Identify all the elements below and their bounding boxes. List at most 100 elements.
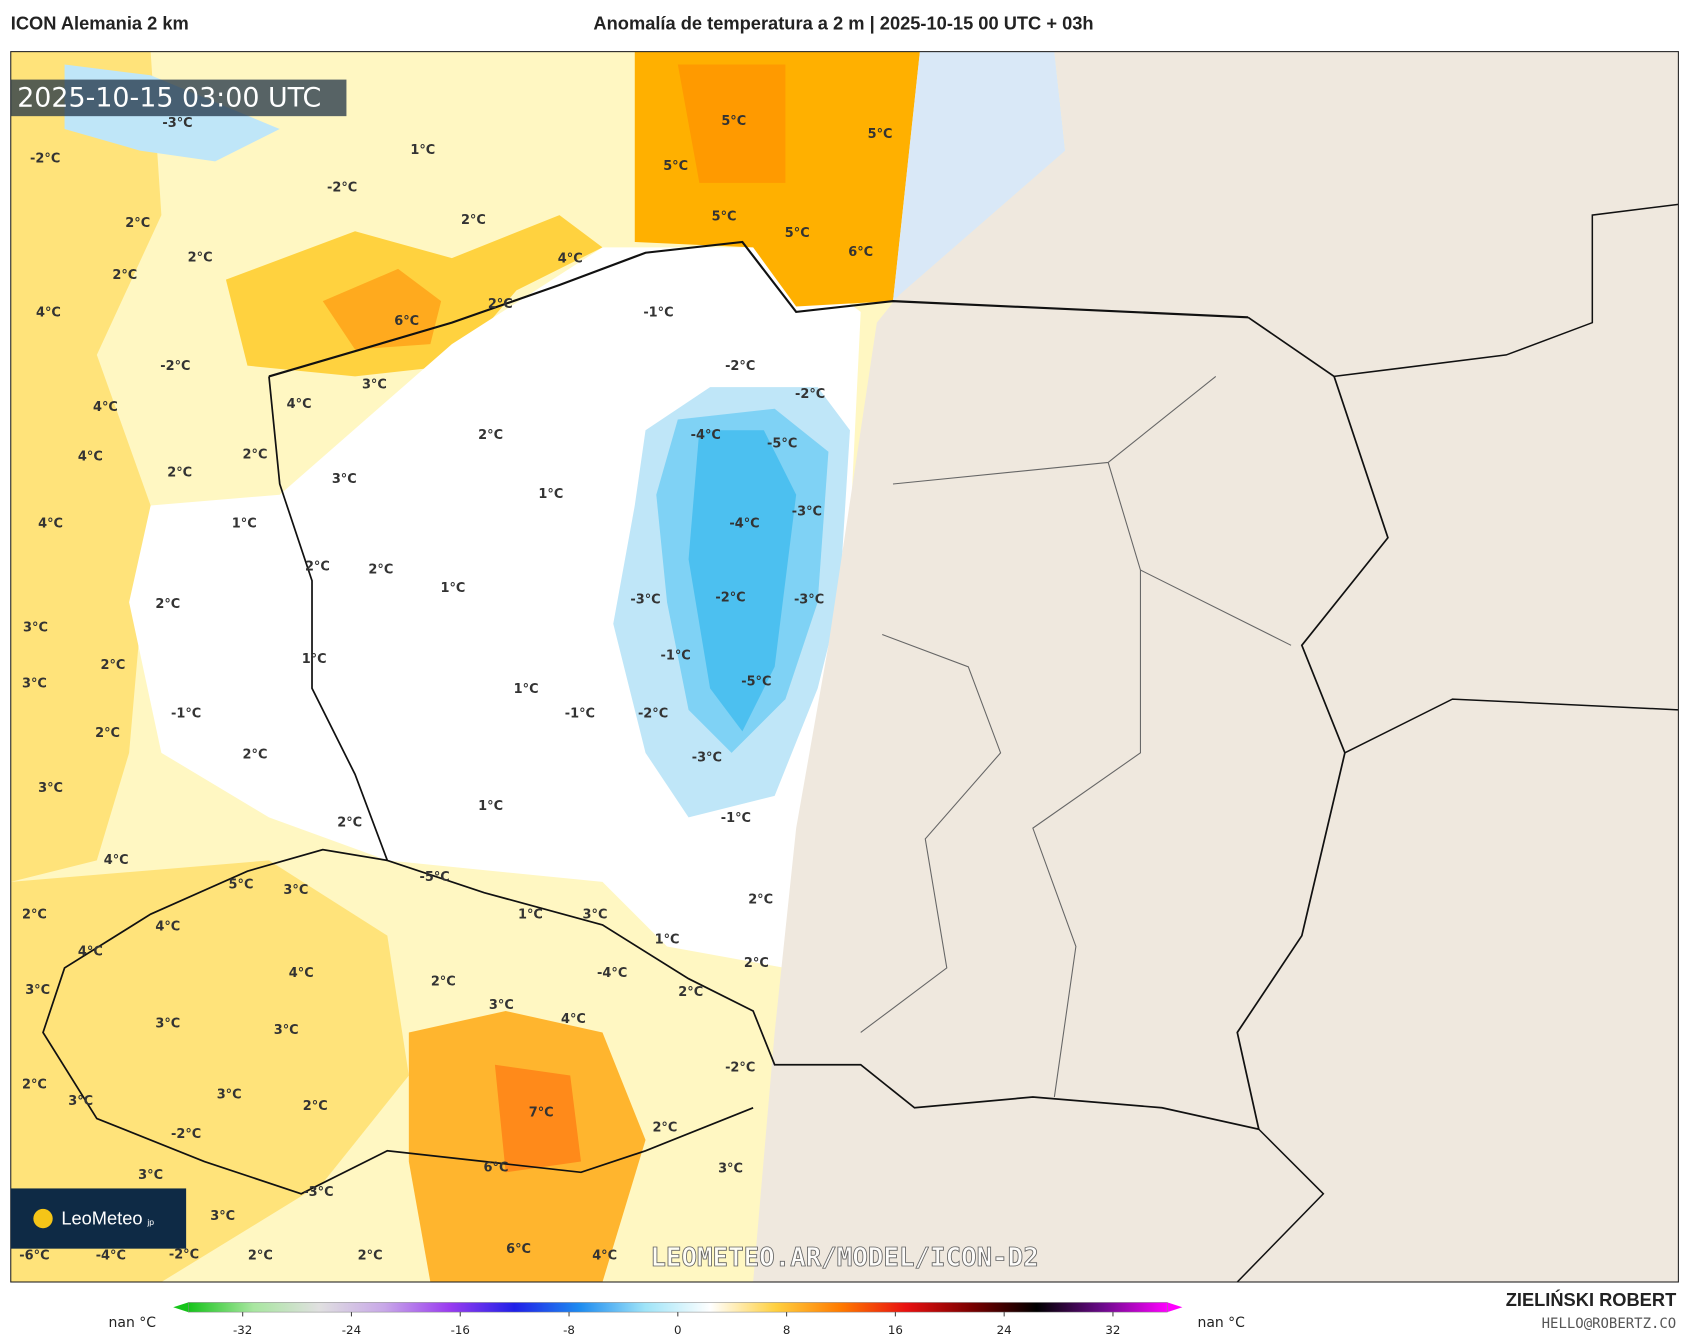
temp-label: 6°C — [484, 1160, 509, 1175]
temp-label: 1°C — [518, 908, 543, 923]
temp-label: -2°C — [725, 359, 755, 374]
temp-label: 2°C — [488, 297, 513, 312]
temp-label: 4°C — [289, 966, 314, 981]
warm-area — [677, 64, 786, 183]
temp-label: -2°C — [30, 152, 60, 167]
temp-label: -1°C — [171, 707, 201, 722]
warm-area — [494, 1064, 581, 1173]
temp-label: 6°C — [506, 1242, 531, 1257]
temp-label: -3°C — [692, 751, 722, 766]
temp-label: 2°C — [22, 908, 47, 923]
timestamp-box — [10, 79, 347, 117]
temp-label: -3°C — [794, 593, 824, 608]
colorbar-scale — [188, 1302, 1168, 1313]
temp-label: 5°C — [663, 159, 688, 174]
temp-label: -2°C — [169, 1248, 199, 1263]
temp-label: -4°C — [691, 428, 721, 443]
temp-label: -2°C — [171, 1127, 201, 1142]
temp-label: 3°C — [210, 1209, 235, 1224]
temp-label: -3°C — [162, 116, 192, 131]
temp-label: -3°C — [630, 593, 660, 608]
temp-label: 2°C — [101, 658, 126, 673]
temp-label: -4°C — [597, 966, 627, 981]
temp-label: 4°C — [287, 397, 312, 412]
temp-label: 2°C — [243, 447, 268, 462]
map: -3°C -2°C 1°C -2°C 5°C 5°C 5°C 2°C 2°C 5°C 5°C 6°C 4… — [10, 51, 1679, 1282]
temp-label: -2°C — [795, 387, 825, 402]
temp-label: 3°C — [38, 781, 63, 796]
temp-label: 3°C — [138, 1168, 163, 1183]
temp-label: 2°C — [368, 563, 393, 578]
temp-label: 2°C — [243, 748, 268, 763]
temp-label: -2°C — [715, 590, 745, 605]
temp-label: -4°C — [729, 516, 759, 531]
temp-label: 3°C — [718, 1162, 743, 1177]
temp-label: 3°C — [22, 677, 47, 692]
temp-label: 6°C — [394, 314, 419, 329]
temp-label: 4°C — [155, 920, 180, 935]
temp-label: 4°C — [78, 944, 103, 959]
temp-label: 3°C — [23, 621, 48, 636]
temp-label: -2°C — [327, 181, 357, 196]
temp-label: -2°C — [725, 1060, 755, 1075]
temp-label: 7°C — [529, 1106, 554, 1121]
colorbar-right-label: nan °C — [1197, 1315, 1244, 1331]
temp-label: 2°C — [652, 1121, 677, 1136]
country-border — [42, 848, 754, 1195]
temp-label: 4°C — [38, 516, 63, 531]
temp-label: 3°C — [489, 998, 514, 1013]
temp-label: 2°C — [358, 1249, 383, 1264]
temp-label: 1°C — [441, 581, 466, 596]
temp-label: 1°C — [410, 143, 435, 158]
region-border — [860, 376, 1292, 1098]
model-name: ICON Alemania 2 km — [11, 13, 189, 34]
logo-suffix: jp — [146, 1217, 154, 1227]
temp-label: 2°C — [248, 1249, 273, 1264]
colorbar-tick-label: 8 — [783, 1323, 791, 1337]
temp-label: 1°C — [538, 487, 563, 502]
temp-label: 4°C — [558, 252, 583, 267]
colorbar: -32 -24 -16 -8 0 8 16 24 32 — [173, 1302, 1183, 1337]
country-border — [268, 316, 1389, 1131]
temp-label: 5°C — [229, 878, 254, 893]
colorbar-tick-label: -8 — [563, 1323, 575, 1337]
temp-label: 3°C — [583, 908, 608, 923]
temp-label: 3°C — [155, 1016, 180, 1031]
coastline — [268, 240, 1249, 378]
cold-area — [688, 430, 797, 732]
temp-label: 5°C — [785, 226, 810, 241]
temp-label: -1°C — [643, 305, 673, 320]
colorbar-tick-label: 16 — [888, 1323, 903, 1337]
temp-label: 5°C — [712, 210, 737, 225]
watermark: LEOMETEO.AR/MODEL/ICON-D2 — [650, 1243, 1038, 1273]
colorbar-tick-label: -24 — [342, 1323, 361, 1337]
temp-label: 2°C — [112, 268, 137, 283]
temp-label: -5°C — [420, 870, 450, 885]
temp-label: 2°C — [188, 251, 213, 266]
email: HELLO@ROBERTZ.CO — [1542, 1316, 1677, 1332]
temp-label: 1°C — [514, 682, 539, 697]
temp-label: 2°C — [167, 466, 192, 481]
temp-label: 2°C — [155, 597, 180, 612]
colorbar-left-label: nan °C — [109, 1315, 156, 1331]
temp-label: 5°C — [868, 127, 893, 142]
temp-label: 2°C — [744, 956, 769, 971]
logo-sun — [33, 1208, 53, 1229]
warm-area — [322, 268, 442, 350]
temp-label: 2°C — [95, 726, 120, 741]
temp-label: -1°C — [565, 707, 595, 722]
logo-text: LeoMeteo — [61, 1207, 142, 1228]
temp-label: 3°C — [25, 983, 50, 998]
temp-label: 3°C — [283, 883, 308, 898]
colorbar-tick-label: 24 — [997, 1323, 1012, 1337]
temp-label: -6°C — [19, 1249, 49, 1264]
temp-label: 6°C — [848, 245, 873, 260]
colorbar-tick-label: -16 — [451, 1323, 470, 1337]
warm-area — [10, 860, 409, 1282]
temp-label: 1°C — [232, 516, 257, 531]
temp-label: 3°C — [362, 378, 387, 393]
outside-domain — [753, 51, 1679, 1282]
temp-label: -5°C — [767, 437, 797, 452]
temp-label: 2°C — [461, 213, 486, 228]
